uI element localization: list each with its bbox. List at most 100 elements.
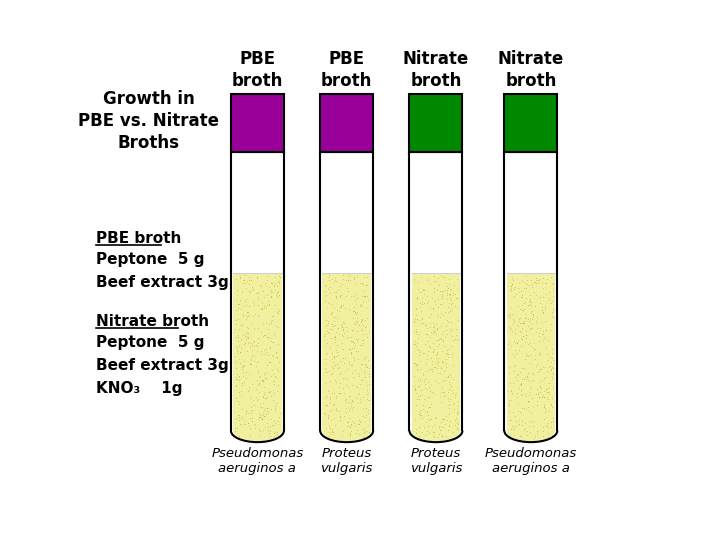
Point [526,282,538,291]
Point [236,365,248,374]
Point [520,330,531,339]
Point [531,397,542,406]
Point [538,415,549,423]
Point [437,377,449,386]
Point [326,368,338,377]
Point [330,292,342,300]
Point [544,325,556,334]
Point [328,303,340,312]
Text: Growth in
PBE vs. Nitrate
Broths: Growth in PBE vs. Nitrate Broths [78,90,219,152]
Point [250,393,261,401]
Point [410,327,422,335]
Point [444,396,455,405]
Point [534,367,545,375]
Point [518,299,530,307]
Point [516,300,528,309]
Point [431,324,442,333]
Point [510,282,521,291]
Point [364,372,375,380]
Point [336,301,347,309]
Point [519,389,531,398]
Point [345,272,356,280]
Point [230,394,242,402]
Point [243,387,254,395]
Point [361,292,372,300]
Point [414,302,426,311]
Point [258,382,269,391]
Point [261,404,273,413]
Point [445,295,456,304]
Point [447,349,459,357]
Point [451,336,463,345]
Point [538,400,549,409]
Point [332,406,343,415]
Point [361,386,373,394]
Point [546,394,558,403]
Point [233,303,244,312]
Point [261,418,273,427]
Point [233,373,245,382]
Point [438,388,449,396]
Point [444,416,456,425]
Point [426,360,437,368]
Point [536,330,548,339]
Point [270,419,282,428]
Point [444,385,455,394]
Point [328,414,339,423]
Point [536,302,548,311]
Point [503,399,515,407]
Point [266,279,277,288]
Point [345,275,356,284]
Point [435,334,446,342]
Point [265,392,276,401]
Point [355,325,366,334]
Point [362,409,374,418]
Point [410,384,421,393]
Point [428,339,439,347]
Point [330,275,341,284]
Point [524,416,536,425]
Point [346,416,358,425]
Point [429,300,441,308]
Point [330,406,342,414]
Point [542,418,554,427]
Point [253,295,264,303]
Point [503,400,515,409]
Point [244,343,256,352]
Point [254,427,266,435]
Point [523,316,534,325]
Point [447,428,459,436]
Point [436,356,448,365]
Point [523,281,535,289]
Point [523,397,535,406]
Point [546,348,557,357]
Point [240,301,252,309]
Ellipse shape [410,419,462,442]
Point [238,361,250,370]
Point [425,310,436,319]
Point [240,373,251,382]
Point [431,330,442,339]
Point [321,327,333,335]
Point [330,293,342,302]
Point [524,314,536,322]
Point [531,276,542,285]
Point [267,337,279,346]
Point [331,360,343,368]
Point [533,274,544,283]
Point [435,299,446,308]
Point [442,350,454,359]
Point [427,305,438,313]
Point [240,407,252,415]
Point [421,330,433,339]
Bar [412,273,460,431]
Point [431,354,442,362]
Point [320,401,331,409]
Point [360,360,372,368]
Ellipse shape [504,419,557,442]
Point [415,386,427,394]
Point [338,318,349,327]
Point [241,328,253,336]
Point [328,312,339,321]
Point [253,334,264,342]
